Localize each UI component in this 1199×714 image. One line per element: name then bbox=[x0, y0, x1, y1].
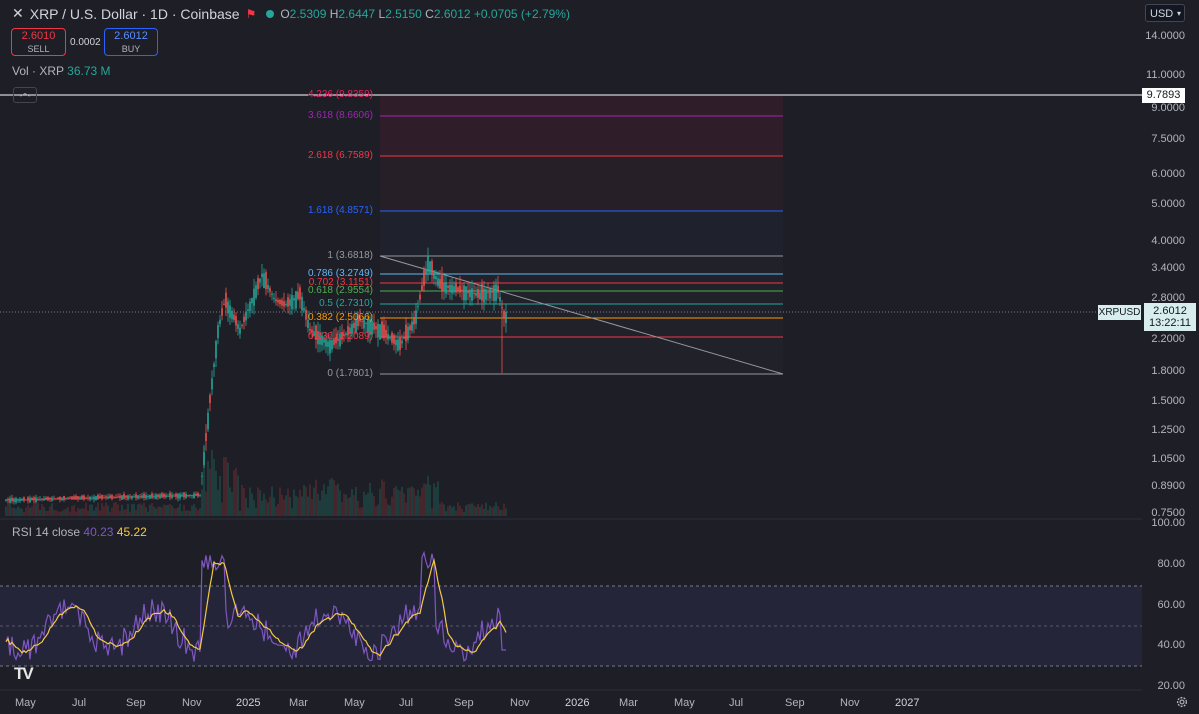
rsi-axis-label: 80.00 bbox=[1157, 558, 1185, 570]
price-axis-label: 2.2000 bbox=[1151, 333, 1185, 345]
time-axis-label: 2027 bbox=[895, 697, 920, 709]
rsi-axis-label: 60.00 bbox=[1157, 599, 1185, 611]
flag-icon[interactable]: ⚑ bbox=[245, 6, 257, 21]
price-axis-label: 14.0000 bbox=[1145, 30, 1185, 42]
time-axis-label: May bbox=[344, 697, 365, 709]
symbol-tag: XRPUSD bbox=[1098, 305, 1141, 320]
price-candles bbox=[5, 247, 507, 505]
fib-level-label: 2.618 (6.7589) bbox=[307, 150, 373, 161]
fib-level-label: 1.618 (4.8571) bbox=[307, 205, 373, 216]
time-axis-label: Nov bbox=[510, 697, 530, 709]
chevron-down-icon: ▾ bbox=[1176, 9, 1181, 18]
price-axis-label: 6.0000 bbox=[1151, 168, 1185, 180]
tradingview-logo[interactable]: TV bbox=[14, 664, 34, 683]
price-axis-label: 9.0000 bbox=[1151, 102, 1185, 114]
header: ✕ XRP / U.S. Dollar · 1D · Coinbase ⚑ O2… bbox=[12, 5, 570, 22]
time-axis-label: Sep bbox=[126, 697, 146, 709]
buy-button[interactable]: 2.6012 BUY bbox=[104, 28, 158, 56]
price-axis-label: 0.7500 bbox=[1151, 507, 1185, 519]
time-axis-label: Jul bbox=[399, 697, 414, 709]
fib-level-label: 0.5 (2.7310) bbox=[319, 298, 373, 309]
chevron-up-icon[interactable]: ︿ bbox=[13, 87, 37, 103]
fib-level-label: 0 (1.7801) bbox=[327, 368, 373, 379]
fib-level-label: 4.236 (9.8359) bbox=[307, 89, 373, 100]
rsi-axis-label: 20.00 bbox=[1157, 680, 1185, 692]
time-axis-label: Sep bbox=[785, 697, 805, 709]
price-axis-label: 4.0000 bbox=[1151, 235, 1185, 247]
time-axis-label: Mar bbox=[619, 697, 638, 709]
price-axis-label: 1.5000 bbox=[1151, 395, 1185, 407]
rsi-ma-line bbox=[5, 557, 507, 657]
price-axis-label: 11.0000 bbox=[1146, 69, 1185, 81]
market-status-icon bbox=[266, 9, 275, 18]
sell-button[interactable]: 2.6010 SELL bbox=[11, 28, 66, 56]
rsi-line bbox=[5, 550, 506, 662]
price-axis-label: 5.0000 bbox=[1151, 198, 1185, 210]
fib-level-label: 1 (3.6818) bbox=[327, 250, 373, 261]
fib-level-label: 3.618 (8.6606) bbox=[307, 110, 373, 121]
time-axis-label: 2025 bbox=[236, 697, 261, 709]
symbol-title[interactable]: XRP / U.S. Dollar · 1D · Coinbase bbox=[29, 5, 240, 22]
time-axis-label: Mar bbox=[289, 697, 308, 709]
ohlc-values: O2.5309 H2.6447 L2.5150 C2.6012 +0.0705 … bbox=[280, 6, 570, 21]
spread-value: 0.0002 bbox=[70, 37, 101, 48]
horizontal-line-price-tag: 9.7893 bbox=[1142, 88, 1185, 103]
rsi-legend: RSI 14 close 40.23 45.22 bbox=[12, 525, 147, 539]
price-axis-label: 2.8000 bbox=[1151, 292, 1185, 304]
time-axis-label: Nov bbox=[182, 697, 202, 709]
price-axis-label: 1.0500 bbox=[1151, 453, 1185, 465]
time-axis-label: May bbox=[674, 697, 695, 709]
volume-bars bbox=[5, 444, 507, 516]
price-axis-label: 7.5000 bbox=[1151, 133, 1185, 145]
price-axis-label: 1.2500 bbox=[1151, 424, 1185, 436]
rsi-axis-label: 100.00 bbox=[1151, 517, 1185, 529]
time-axis-label: Jul bbox=[72, 697, 87, 709]
price-axis-label: 1.8000 bbox=[1151, 365, 1185, 377]
fib-level-label: 0.382 (2.5066) bbox=[307, 312, 373, 323]
price-axis-label: 3.4000 bbox=[1151, 262, 1185, 274]
time-axis-label: 2026 bbox=[565, 697, 590, 709]
time-axis-label: Jul bbox=[729, 697, 744, 709]
fib-level-label: 0.702 (3.1151) bbox=[308, 277, 373, 288]
fib-level-label: 0.618 (2.9554) bbox=[307, 285, 373, 296]
currency-select[interactable]: USD ▾ bbox=[1145, 4, 1185, 22]
fib-level-label: 0.236 (2.2089) bbox=[307, 331, 373, 342]
fib-level-label: 0.786 (3.2749) bbox=[307, 268, 373, 279]
price-axis-label: 0.8900 bbox=[1151, 480, 1185, 492]
time-axis-label: May bbox=[15, 697, 36, 709]
close-icon[interactable]: ✕ bbox=[12, 5, 24, 21]
time-axis-label: Sep bbox=[454, 697, 474, 709]
rsi-axis-label: 40.00 bbox=[1157, 639, 1185, 651]
time-axis-label: Nov bbox=[840, 697, 860, 709]
volume-legend: Vol · XRP 36.73 M bbox=[12, 64, 111, 78]
gear-icon[interactable] bbox=[1175, 695, 1189, 709]
last-price-tag: 2.6012 13:22:11 bbox=[1144, 303, 1196, 331]
